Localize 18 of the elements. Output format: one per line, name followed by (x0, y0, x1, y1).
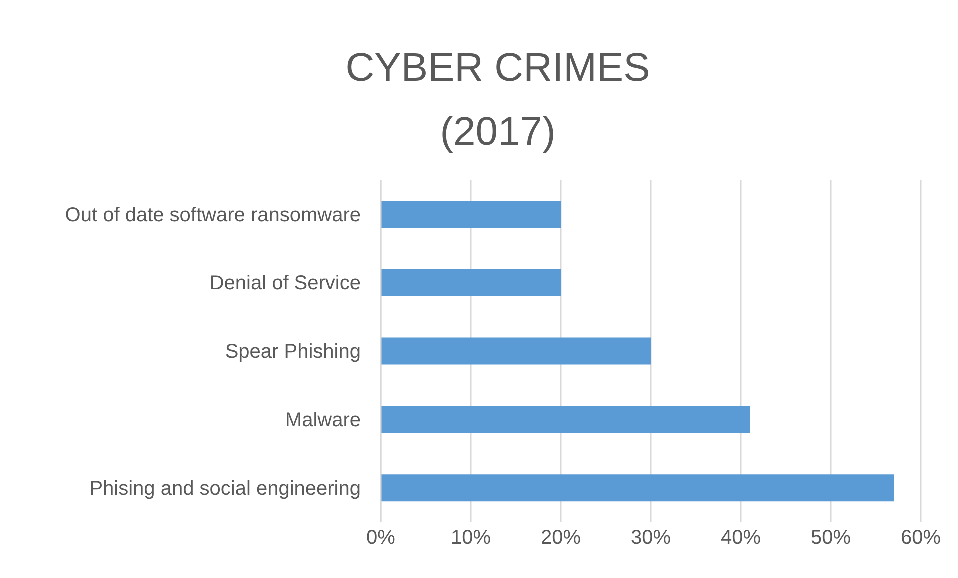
x-tick-label: 20% (540, 527, 582, 550)
x-tick-label: 0% (366, 527, 396, 550)
bar (381, 201, 561, 228)
y-tick-label: Spear Phishing (225, 341, 361, 364)
x-tick-label: 60% (900, 527, 942, 550)
bar (381, 406, 750, 434)
y-tick-label: Phising and social engineering (90, 478, 361, 500)
y-tick-label: Denial of Service (210, 272, 361, 295)
y-tick-label: Out of date software ransomware (65, 204, 361, 226)
bar (381, 474, 894, 502)
x-tick-label: 50% (810, 527, 852, 550)
bar (381, 269, 561, 296)
bar (381, 338, 651, 365)
y-tick-label: Malware (285, 410, 361, 432)
x-tick-label: 30% (630, 527, 672, 550)
x-tick-label: 10% (450, 527, 492, 550)
x-tick-label: 40% (720, 527, 762, 550)
chart-title: CYBER CRIMES (2017) (344, 45, 652, 156)
